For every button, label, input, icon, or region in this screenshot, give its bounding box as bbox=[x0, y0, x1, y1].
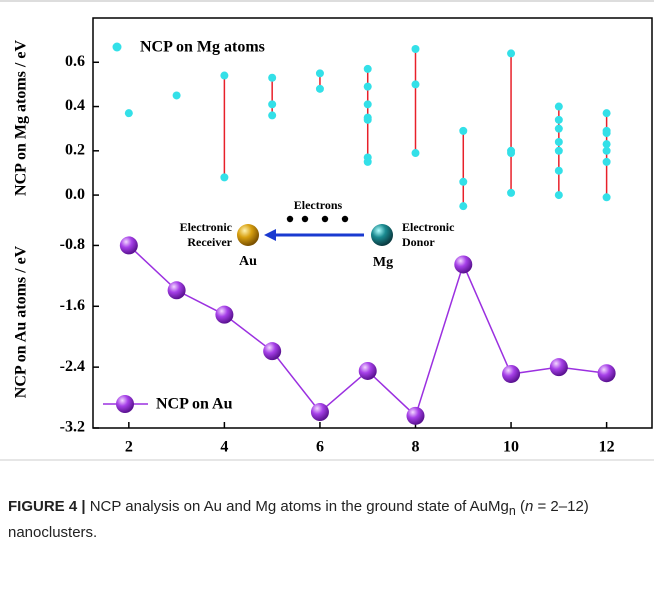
annotation: Mg bbox=[373, 255, 393, 270]
point bbox=[268, 111, 277, 120]
annotation: Receiver bbox=[187, 235, 232, 249]
point bbox=[459, 202, 468, 211]
point bbox=[167, 281, 186, 300]
y-tick-label: 0.2 bbox=[65, 141, 85, 158]
point bbox=[602, 157, 611, 166]
point bbox=[119, 236, 138, 255]
x-tick-label: 6 bbox=[316, 439, 324, 456]
point bbox=[597, 364, 616, 383]
point bbox=[411, 80, 420, 89]
y-tick-label: 0.0 bbox=[65, 186, 85, 203]
annotation: Electronic bbox=[180, 220, 233, 234]
point bbox=[602, 129, 611, 138]
y-axis-label: NCP on Au atoms / eV bbox=[13, 245, 30, 398]
point bbox=[363, 82, 372, 91]
caption-text: = 2–12) nanoclusters. bbox=[8, 498, 589, 541]
caption-text: NCP analysis on Au and Mg atoms in the g… bbox=[85, 498, 509, 515]
line bbox=[128, 244, 607, 418]
point bbox=[315, 69, 324, 78]
annotation: Electrons bbox=[294, 198, 343, 212]
dot bbox=[286, 215, 294, 223]
point bbox=[554, 146, 563, 155]
point bbox=[549, 358, 568, 377]
point bbox=[507, 49, 516, 58]
point bbox=[215, 305, 234, 324]
point bbox=[310, 403, 329, 422]
annotation: Au bbox=[239, 254, 257, 269]
point bbox=[220, 173, 229, 182]
y-tick-label: 0.6 bbox=[65, 53, 85, 70]
annotation: Donor bbox=[402, 235, 435, 249]
caption-text: ( bbox=[515, 498, 525, 515]
annotation: Electronic bbox=[402, 220, 455, 234]
point bbox=[507, 188, 516, 197]
point bbox=[602, 140, 611, 149]
point bbox=[554, 166, 563, 175]
point bbox=[602, 193, 611, 202]
point bbox=[411, 149, 420, 158]
point bbox=[358, 361, 377, 380]
dot bbox=[321, 215, 329, 223]
caption-text: n bbox=[524, 498, 534, 515]
point bbox=[602, 109, 611, 118]
y-tick-label: 0.4 bbox=[65, 97, 85, 114]
point bbox=[363, 157, 372, 166]
point bbox=[172, 91, 181, 100]
point bbox=[124, 109, 133, 118]
point bbox=[315, 84, 324, 93]
x-tick-label: 8 bbox=[412, 439, 420, 456]
point bbox=[363, 100, 372, 109]
x-tick-label: 4 bbox=[220, 439, 228, 456]
point bbox=[220, 71, 229, 80]
x-tick-label: 2 bbox=[125, 439, 133, 456]
y-tick-label: -3.2 bbox=[60, 419, 85, 436]
point bbox=[454, 255, 473, 274]
point bbox=[406, 406, 425, 425]
y-axis-label: NCP on Mg atoms / eV bbox=[13, 40, 30, 196]
caption: FIGURE 4 | NCP analysis on Au and Mg ato… bbox=[8, 496, 638, 544]
point bbox=[459, 126, 468, 135]
atom bbox=[371, 224, 393, 246]
dot bbox=[341, 215, 349, 223]
point bbox=[263, 342, 282, 361]
y-tick-label: -0.8 bbox=[60, 236, 85, 253]
chart: NCP on Mg atoms / eV NCP on Au atoms / e… bbox=[0, 0, 654, 461]
point bbox=[363, 64, 372, 73]
point bbox=[268, 100, 277, 109]
point bbox=[363, 115, 372, 124]
x-tick-label: 10 bbox=[503, 439, 519, 456]
y-tick-label: -2.4 bbox=[60, 358, 85, 375]
atom bbox=[237, 224, 259, 246]
point bbox=[507, 149, 516, 158]
x-tick-label: 12 bbox=[599, 439, 615, 456]
legend-label: NCP on Au bbox=[156, 396, 233, 413]
point bbox=[554, 191, 563, 200]
frame bbox=[92, 17, 653, 429]
y-tick-label: -1.6 bbox=[60, 297, 85, 314]
point bbox=[554, 137, 563, 146]
point bbox=[602, 146, 611, 155]
arrow-head bbox=[264, 229, 276, 241]
point bbox=[554, 115, 563, 124]
point bbox=[411, 44, 420, 53]
caption-label: FIGURE 4 | bbox=[8, 498, 86, 515]
legend-label: NCP on Mg atoms bbox=[140, 39, 265, 56]
point bbox=[554, 102, 563, 111]
legend-marker bbox=[116, 395, 134, 413]
caption-text: n bbox=[508, 504, 516, 518]
point bbox=[554, 124, 563, 133]
point bbox=[502, 364, 521, 383]
dot bbox=[301, 215, 309, 223]
point bbox=[268, 73, 277, 82]
point bbox=[459, 177, 468, 186]
legend-marker bbox=[112, 42, 122, 52]
